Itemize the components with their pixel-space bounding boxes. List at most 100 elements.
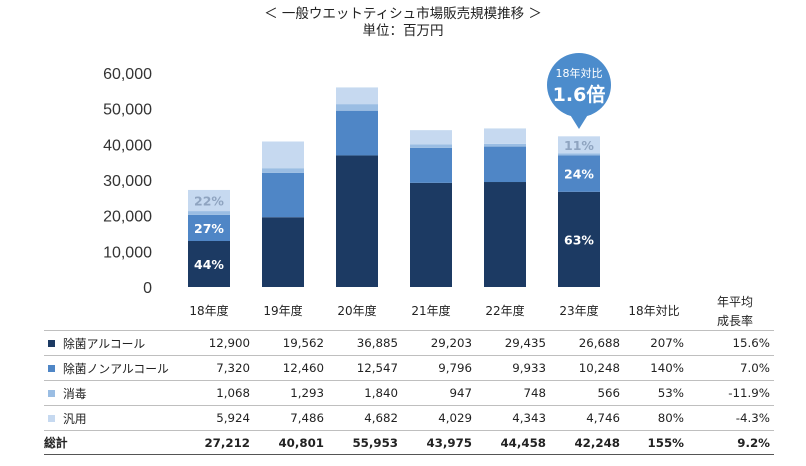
value-cell: 947 [398,380,472,406]
cagr-cell: -11.9% [684,380,774,406]
bar-segment [484,146,526,183]
bar-segment [262,168,304,173]
bar-segment [410,144,452,148]
bar-segment [336,110,378,156]
value-cell: 9,796 [398,355,472,381]
value-cell: 10,248 [546,355,620,381]
y-tick-label: 0 [143,280,152,297]
value-cell: 4,343 [472,405,546,431]
bar-segment [410,182,452,287]
category-label: 20年度 [337,303,376,318]
cagr-cell: 15.6% [684,330,774,356]
series-name-cell: 除菌アルコール [44,330,176,356]
cagr-header-line2: 成長率 [717,313,753,328]
y-tick-label: 20,000 [103,209,152,226]
series-name-cell: 消毒 [44,380,176,406]
bars [188,87,600,287]
bar-segment [484,128,526,144]
ratio-cell: 140% [620,355,684,381]
bar-segment [410,130,452,145]
table-row: 汎用 5,924 7,486 4,682 4,029 4,343 4,746 80% -4.3% [44,405,774,431]
value-cell: 5,924 [176,405,250,431]
total-value-cell: 44,458 [472,430,546,455]
legend-swatch [48,340,55,347]
callout-caption: 18年対比 [556,66,603,80]
bar-segment [336,87,378,105]
y-axis: 0 10,000 20,000 30,000 40,000 50,000 60,000 [103,66,152,297]
value-cell: 29,435 [472,330,546,356]
table-row: 除菌ノンアルコール 7,320 12,460 12,547 9,796 9,933 10,2… [44,355,774,381]
cagr-cell: -4.3% [684,405,774,431]
title-line: ＜ 一般ウエットティシュ市場販売規模推移 ＞ [264,6,542,22]
bar-segment [188,189,230,212]
y-tick-label: 60,000 [103,66,152,83]
value-cell: 566 [546,380,620,406]
ratio-header: 18年対比 [628,304,679,318]
bar-segment [262,217,304,287]
bar-label: 11% [564,138,594,153]
total-value-cell: 55,953 [324,430,398,455]
series-name-cell: 汎用 [44,405,176,431]
value-cell: 12,547 [324,355,398,381]
stacked-bar-chart: 0 10,000 20,000 30,000 40,000 50,000 60,000 44… [103,53,753,328]
ratio-cell: 80% [620,405,684,431]
total-row: 総計 27,212 40,801 55,953 43,975 44,458 42,248 15… [44,430,774,455]
value-cell: 36,885 [324,330,398,356]
series-name: 汎用 [63,411,87,426]
bar-segment [336,104,378,111]
series-name-cell: 除菌ノンアルコール [44,355,176,381]
bar-segment [558,191,600,287]
total-cagr-cell: 9.2% [684,430,774,455]
bar-label: 44% [194,257,224,272]
legend-swatch [48,390,55,397]
y-tick-label: 50,000 [103,102,152,119]
category-label: 22年度 [485,303,524,318]
bar-segment [558,155,600,192]
cagr-header-line1: 年平均 [717,295,753,309]
bar-label: 63% [564,232,594,247]
ratio-cell: 53% [620,380,684,406]
total-label: 総計 [44,430,176,455]
total-value-cell: 42,248 [546,430,620,455]
bar-segment [558,136,600,154]
bar-segment [188,211,230,215]
value-cell: 12,460 [250,355,324,381]
series-name: 除菌アルコール [63,336,146,351]
category-label: 18年度 [189,303,228,318]
y-tick-label: 30,000 [103,173,152,190]
total-ratio-cell: 155% [620,430,684,455]
value-cell: 1,068 [176,380,250,406]
value-cell: 4,682 [324,405,398,431]
value-cell: 1,840 [324,380,398,406]
value-cell: 4,029 [398,405,472,431]
bar-labels: 44% 27% 22% 63% 24% 11% [194,138,594,272]
cagr-cell: 7.0% [684,355,774,381]
bar-segment [188,240,230,287]
value-cell: 1,293 [250,380,324,406]
bar-label: 27% [194,221,224,236]
bar-segment [410,147,452,183]
value-cell: 748 [472,380,546,406]
table-row: 除菌アルコール 12,900 19,562 36,885 29,203 29,435 26,… [44,330,774,356]
value-cell: 9,933 [472,355,546,381]
series-name: 消毒 [63,386,87,401]
bar-segment [262,172,304,218]
total-value-cell: 27,212 [176,430,250,455]
value-cell: 26,688 [546,330,620,356]
value-cell: 12,900 [176,330,250,356]
ratio-cell: 207% [620,330,684,356]
category-label: 23年度 [559,303,598,318]
chart-title: ＜ 一般ウエットティシュ市場販売規模推移 ＞ 単位：百万円 [0,6,806,40]
value-cell: 29,203 [398,330,472,356]
bar-label: 22% [194,194,224,209]
callout-value: 1.6倍 [553,83,606,106]
callout-bubble [547,53,611,117]
bar-segment [262,141,304,169]
value-cell: 7,486 [250,405,324,431]
bar-segment [558,153,600,156]
data-table: 除菌アルコール 12,900 19,562 36,885 29,203 29,435 26,… [44,330,774,455]
callout-pointer [569,113,589,129]
bar-segment [484,143,526,147]
category-label: 21年度 [411,303,450,318]
